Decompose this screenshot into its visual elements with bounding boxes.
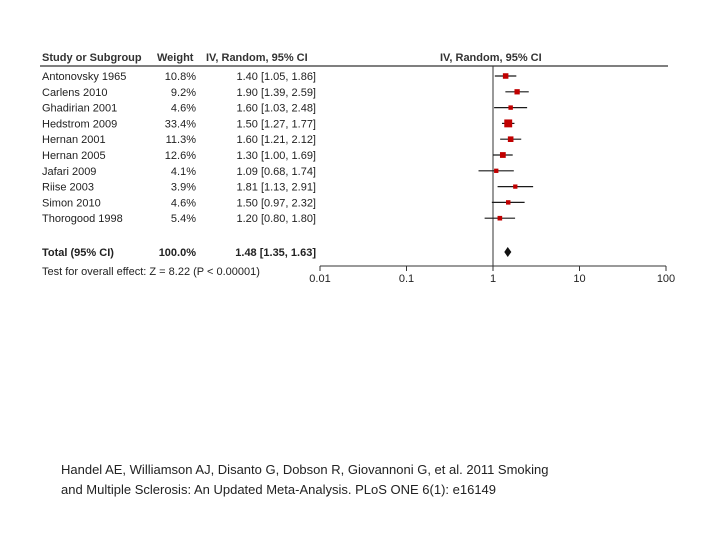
study-ci: 1.40 [1.05, 1.86] — [236, 71, 316, 83]
study-name: Hedstrom 2009 — [42, 118, 117, 130]
citation-line-2: and Multiple Sclerosis: An Updated Meta-… — [61, 482, 497, 497]
header-plot: IV, Random, 95% CI — [440, 52, 542, 64]
study-markers — [478, 73, 534, 221]
study-marker — [499, 152, 506, 158]
study-weight: 3.9% — [171, 182, 196, 194]
study-name: Thorogood 1998 — [42, 213, 123, 225]
plot-area: 0.01 0.1 1 10 100 — [309, 66, 675, 285]
study-name: Jafari 2009 — [42, 166, 96, 178]
study-name: Hernan 2005 — [42, 150, 106, 162]
x-tick-label: 0.1 — [399, 273, 414, 285]
study-ci: 1.60 [1.03, 2.48] — [236, 103, 316, 115]
study-name: Riise 2003 — [42, 182, 94, 194]
x-tick-label: 100 — [657, 273, 675, 285]
total-label: Total (95% CI) — [42, 247, 114, 259]
study-weight: 9.2% — [171, 87, 196, 99]
study-marker — [508, 105, 513, 110]
total-weight: 100.0% — [159, 247, 197, 259]
study-marker — [502, 73, 509, 79]
study-weight: 10.8% — [165, 71, 196, 83]
overall-effect-test: Test for overall effect: Z = 8.22 (P < 0… — [42, 266, 260, 278]
study-ci: 1.90 [1.39, 2.59] — [236, 87, 316, 99]
study-ci: 1.09 [0.68, 1.74] — [236, 166, 316, 178]
study-ci: 1.50 [0.97, 2.32] — [236, 197, 316, 209]
study-weight: 33.4% — [165, 118, 196, 130]
study-marker — [494, 168, 499, 173]
header-study: Study or Subgroup — [42, 52, 142, 64]
study-weight: 11.3% — [166, 134, 197, 146]
study-name: Simon 2010 — [42, 197, 101, 209]
study-weight: 12.6% — [165, 150, 196, 162]
study-marker — [514, 89, 520, 95]
x-axis-ticks: 0.01 0.1 1 10 100 — [309, 266, 675, 285]
study-weight: 4.1% — [171, 166, 196, 178]
header-ci: IV, Random, 95% CI — [206, 52, 308, 64]
study-weight: 5.4% — [171, 213, 196, 225]
x-tick-label: 10 — [573, 273, 585, 285]
header-weight: Weight — [157, 52, 194, 64]
total-ci: 1.48 [1.35, 1.63] — [235, 247, 316, 259]
x-tick-label: 0.01 — [309, 273, 330, 285]
study-marker — [506, 200, 511, 205]
study-rows: Antonovsky 1965 10.8% 1.40 [1.05, 1.86] Car… — [42, 71, 316, 225]
study-marker — [513, 184, 518, 189]
study-ci: 1.50 [1.27, 1.77] — [236, 118, 316, 130]
x-tick-label: 1 — [490, 273, 496, 285]
study-ci: 1.20 [0.80, 1.80] — [236, 213, 316, 225]
study-name: Hernan 2001 — [42, 134, 106, 146]
study-marker — [504, 119, 513, 128]
study-weight: 4.6% — [171, 103, 196, 115]
total-diamond — [504, 247, 512, 257]
study-marker — [497, 215, 503, 221]
study-ci: 1.30 [1.00, 1.69] — [236, 150, 316, 162]
study-ci: 1.60 [1.21, 2.12] — [236, 134, 316, 146]
study-name: Antonovsky 1965 — [42, 71, 126, 83]
study-weight: 4.6% — [171, 197, 196, 209]
citation: Handel AE, Williamson AJ, Disanto G, Dob… — [61, 460, 661, 500]
study-name: Carlens 2010 — [42, 87, 107, 99]
citation-line-1: Handel AE, Williamson AJ, Disanto G, Dob… — [61, 462, 549, 477]
study-name: Ghadirian 2001 — [42, 103, 117, 115]
study-ci: 1.81 [1.13, 2.91] — [236, 182, 316, 194]
forest-plot: Study or Subgroup Weight IV, Random, 95%… — [40, 52, 675, 285]
study-marker — [507, 136, 514, 142]
